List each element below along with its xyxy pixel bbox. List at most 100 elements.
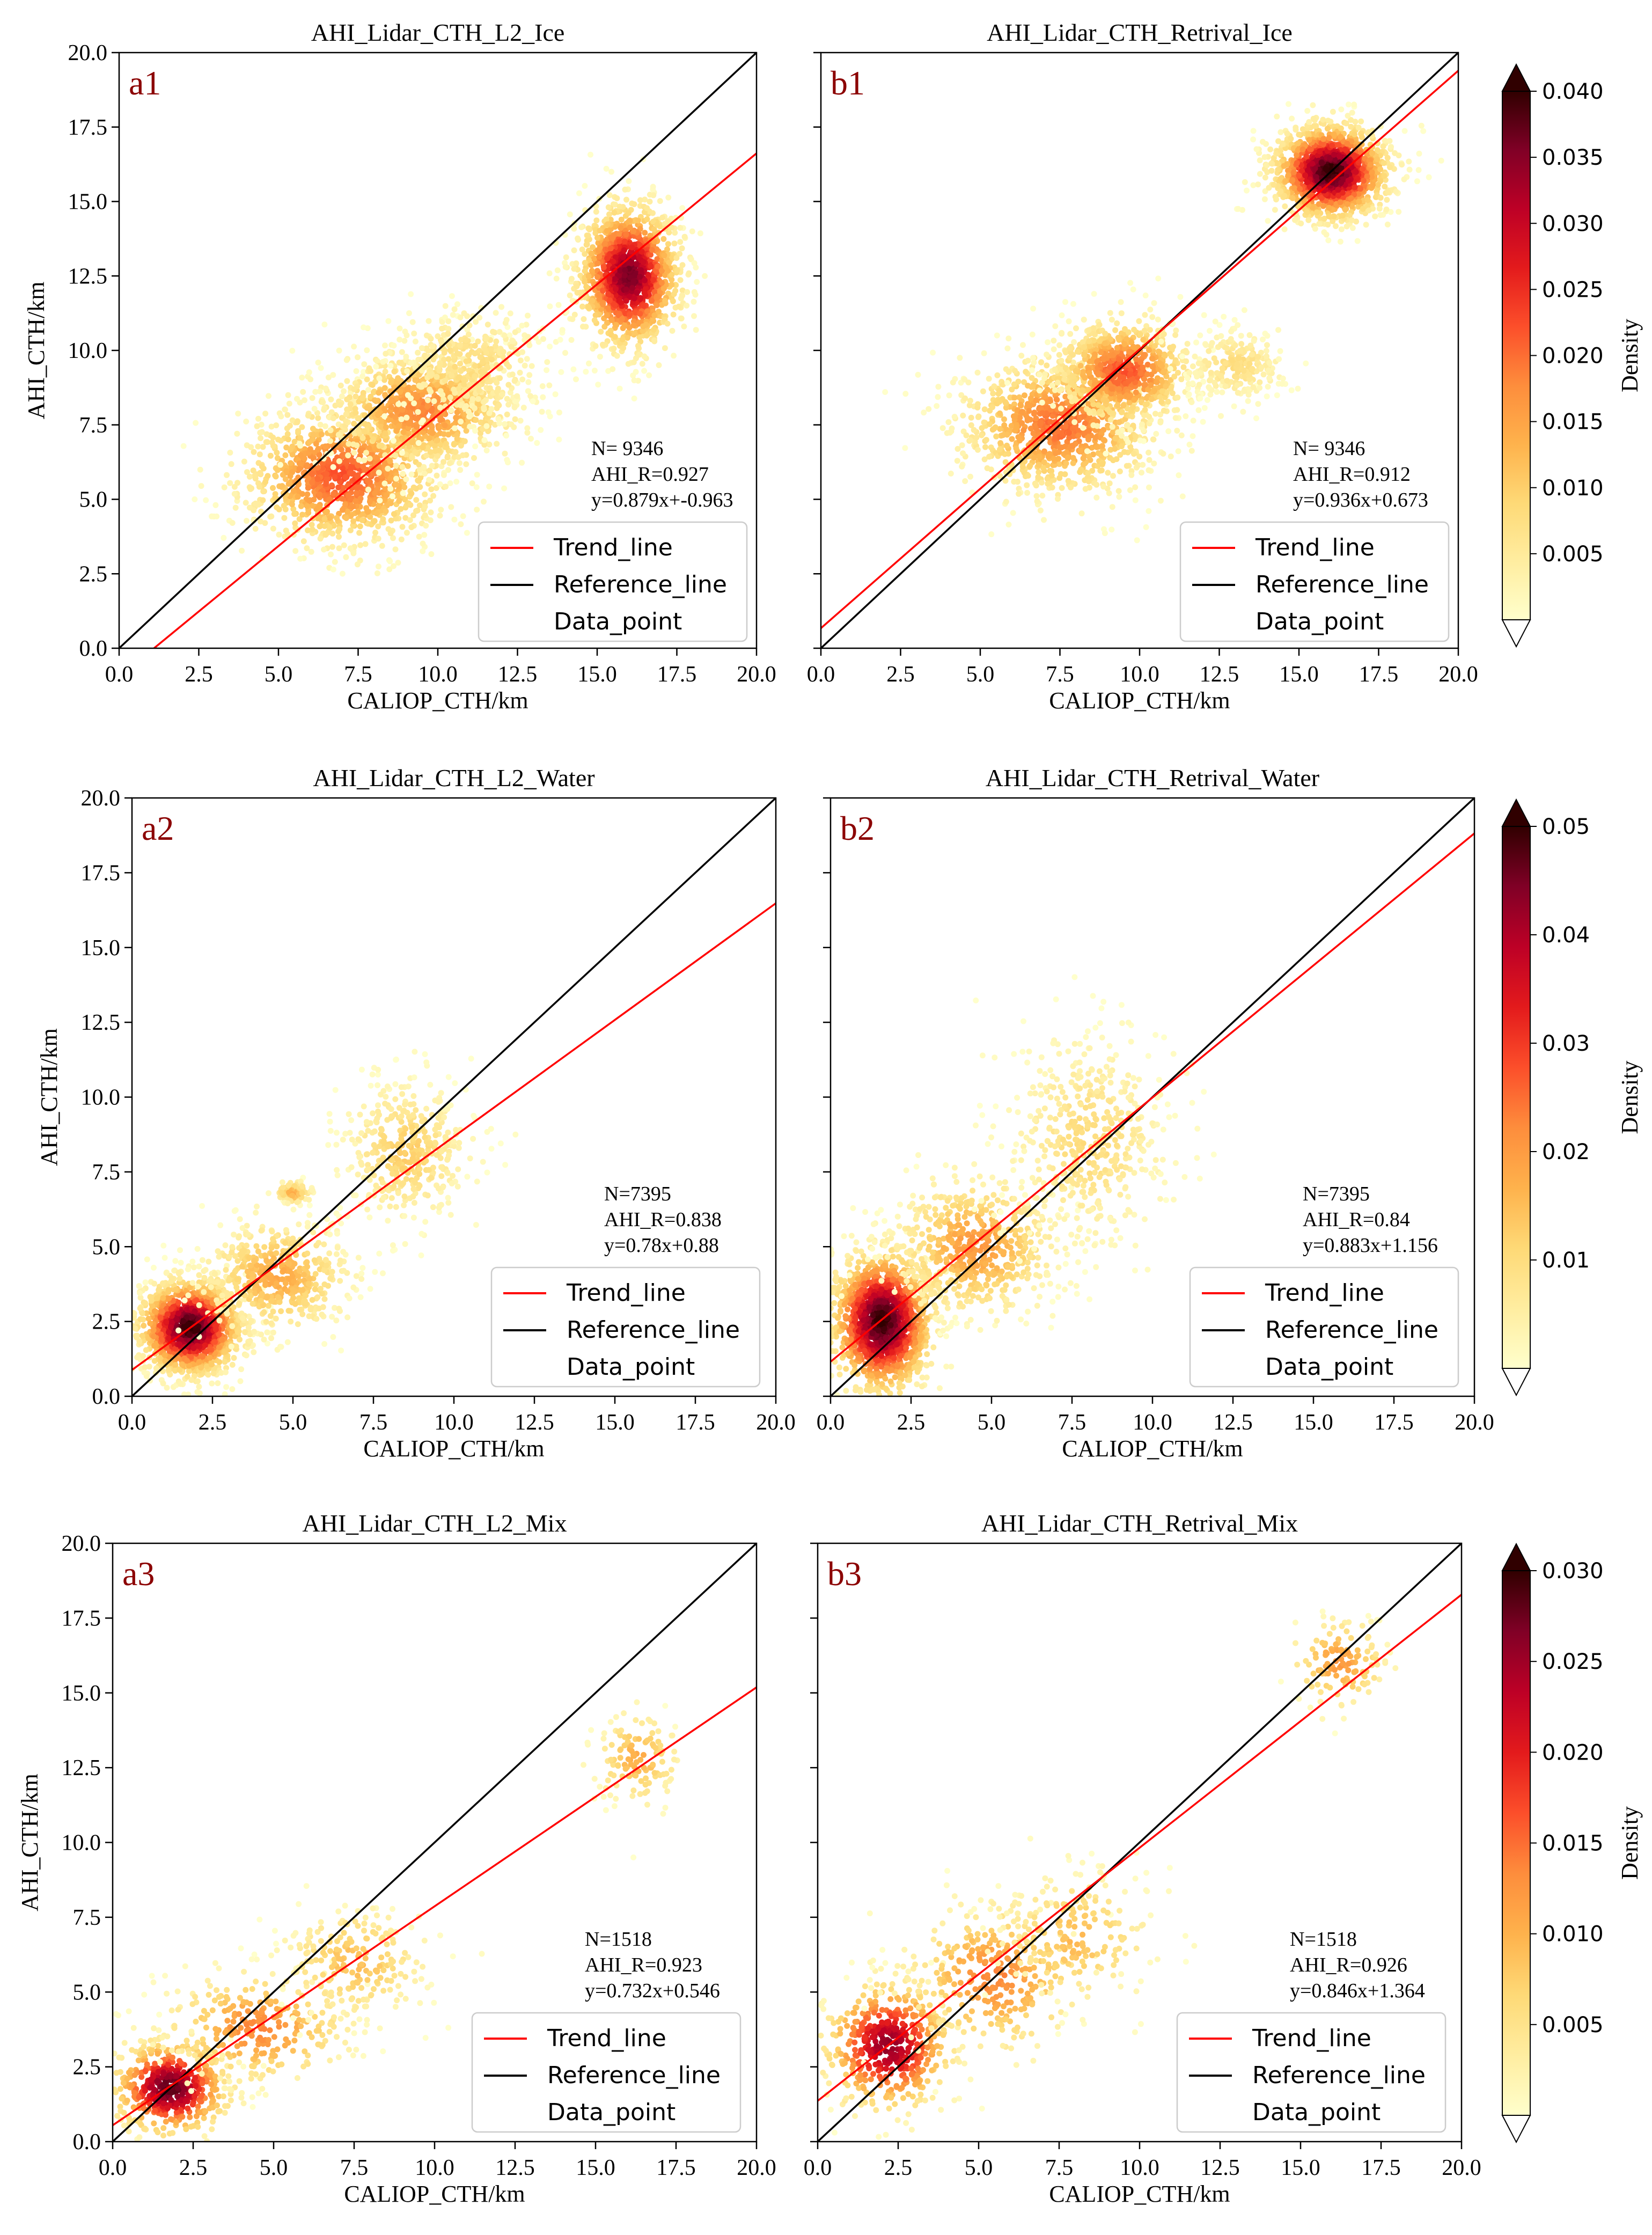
data-point xyxy=(311,496,317,503)
data-point xyxy=(364,478,371,484)
data-point xyxy=(362,428,368,435)
data-point xyxy=(287,473,293,479)
data-point xyxy=(986,376,992,382)
data-point xyxy=(1102,530,1108,537)
data-point xyxy=(326,524,333,530)
data-point xyxy=(403,354,409,360)
data-point xyxy=(902,391,909,397)
data-point xyxy=(453,479,460,485)
data-point xyxy=(1022,392,1027,399)
data-point xyxy=(1103,450,1109,457)
data-point xyxy=(655,263,660,270)
data-point xyxy=(330,464,336,470)
data-point xyxy=(576,190,582,196)
data-point xyxy=(425,318,432,324)
data-point xyxy=(1168,453,1174,460)
data-point xyxy=(357,523,363,530)
data-point xyxy=(981,350,987,356)
data-point xyxy=(310,503,316,509)
data-point xyxy=(260,444,266,450)
data-point xyxy=(406,310,412,317)
data-point xyxy=(1024,489,1030,496)
data-point xyxy=(268,513,275,519)
data-point xyxy=(1032,480,1038,487)
data-point xyxy=(387,486,394,492)
data-point xyxy=(203,497,209,503)
data-point xyxy=(1049,485,1055,490)
data-point xyxy=(1045,453,1052,460)
data-point xyxy=(1017,401,1024,408)
data-point xyxy=(463,337,469,343)
data-point xyxy=(315,415,321,421)
data-point xyxy=(337,383,344,389)
data-point xyxy=(428,389,434,395)
data-point xyxy=(1105,470,1111,476)
data-point xyxy=(315,360,321,366)
data-point xyxy=(597,228,603,234)
data-point xyxy=(408,524,415,530)
data-point xyxy=(392,414,399,420)
data-point xyxy=(1059,485,1065,491)
data-point xyxy=(612,276,618,282)
data-point xyxy=(457,467,464,473)
data-point xyxy=(410,512,416,518)
data-point xyxy=(629,285,635,291)
data-point xyxy=(221,484,227,490)
data-point xyxy=(321,516,328,522)
data-point xyxy=(393,481,399,488)
data-point xyxy=(446,460,453,466)
data-point xyxy=(473,417,479,423)
data-point xyxy=(366,445,372,451)
data-point xyxy=(666,229,672,236)
data-point xyxy=(520,405,527,411)
data-point xyxy=(373,510,380,517)
data-point xyxy=(1024,482,1030,488)
data-point xyxy=(568,276,575,282)
data-point xyxy=(409,455,415,461)
data-point xyxy=(689,228,695,235)
data-point xyxy=(1090,422,1097,428)
data-point xyxy=(930,349,936,356)
data-point xyxy=(665,194,672,201)
data-point xyxy=(651,337,658,343)
data-point xyxy=(383,492,390,499)
data-point xyxy=(607,297,613,304)
data-point xyxy=(476,348,482,354)
data-point xyxy=(606,192,613,199)
data-point xyxy=(317,523,323,530)
data-point xyxy=(626,178,632,184)
stats-text: y=0.879x+-0.963 xyxy=(591,489,733,511)
data-point xyxy=(500,349,506,355)
data-point xyxy=(335,431,342,438)
data-point xyxy=(321,407,327,413)
data-point xyxy=(605,221,611,228)
data-point xyxy=(366,499,373,505)
data-point xyxy=(1112,446,1118,452)
data-point xyxy=(295,494,301,500)
data-point xyxy=(343,515,349,521)
data-point xyxy=(332,559,338,565)
data-point xyxy=(449,372,455,379)
data-point xyxy=(452,363,458,370)
y-tick-label: 10.0 xyxy=(68,339,108,363)
data-point xyxy=(662,345,668,351)
data-point xyxy=(294,419,300,426)
data-point xyxy=(604,228,610,234)
data-point xyxy=(959,442,965,449)
data-point xyxy=(1077,469,1083,475)
data-point xyxy=(396,498,402,504)
data-point xyxy=(437,388,444,394)
data-point xyxy=(558,369,564,375)
data-point xyxy=(381,406,387,412)
data-point xyxy=(1039,410,1046,416)
data-point xyxy=(454,436,460,442)
data-point xyxy=(582,182,588,189)
data-point xyxy=(341,470,347,476)
data-point xyxy=(1093,481,1100,488)
data-point xyxy=(367,514,373,520)
data-point xyxy=(428,551,435,558)
data-point xyxy=(506,363,512,370)
data-point xyxy=(445,331,451,337)
data-point xyxy=(228,461,234,467)
data-point xyxy=(634,290,640,296)
